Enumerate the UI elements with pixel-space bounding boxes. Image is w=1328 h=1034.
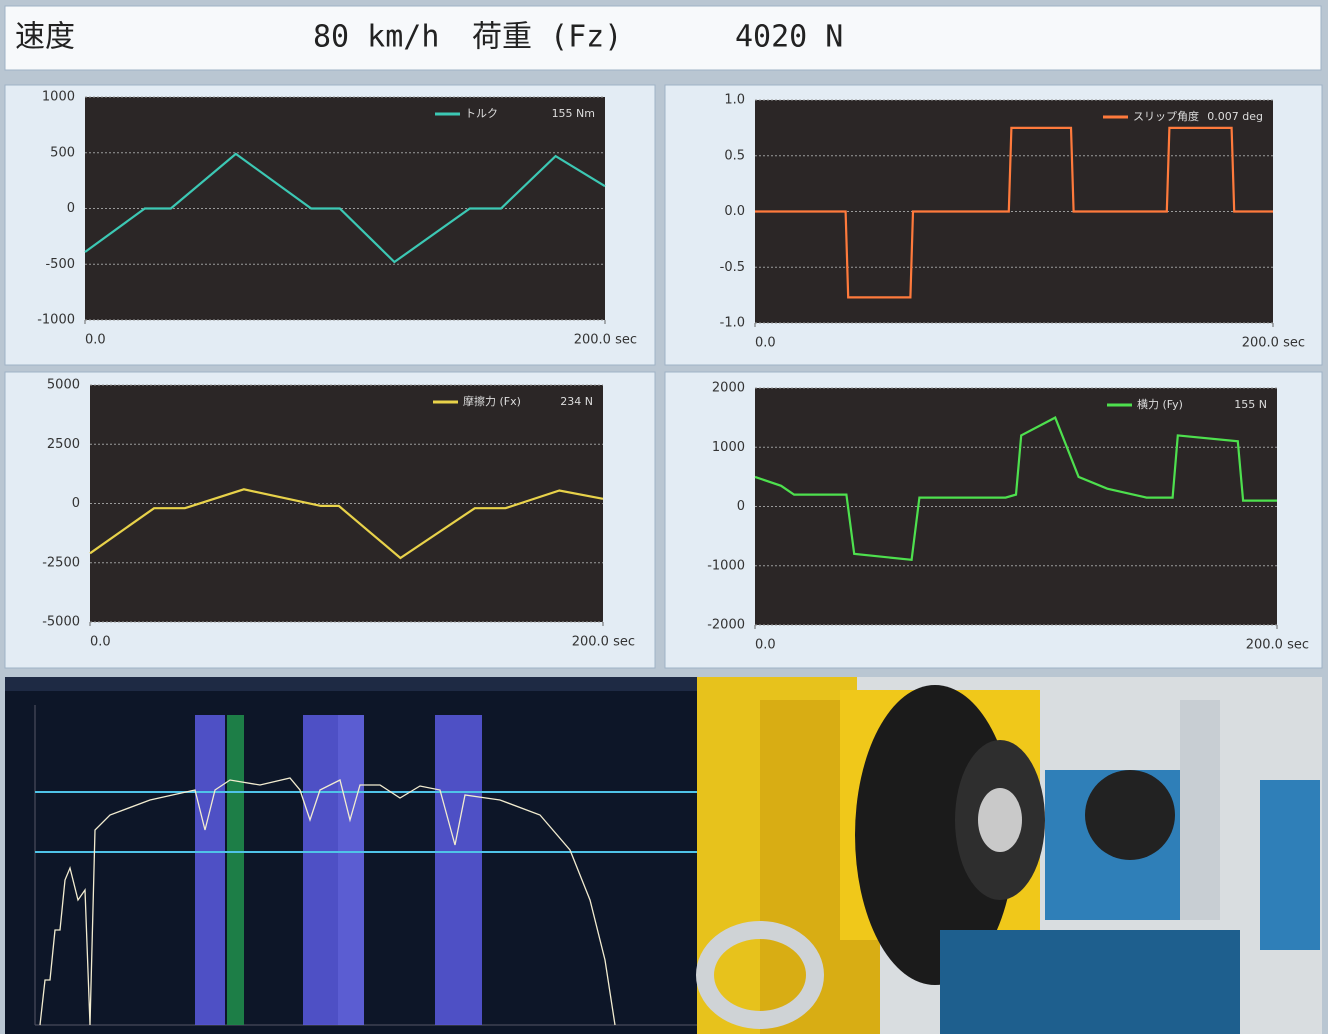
x-tick-label: 0.0	[85, 333, 106, 348]
y-tick-label: 0	[67, 201, 75, 216]
y-tick-label: 0.5	[724, 148, 745, 163]
legend-label: 横力 (Fy)	[1137, 397, 1183, 411]
legend-label: スリップ角度	[1133, 109, 1199, 123]
y-tick-label: -0.5	[720, 260, 745, 275]
series-line	[84, 152, 606, 264]
y-tick-label: -5000	[42, 615, 80, 630]
y-tick-label: 1.0	[724, 93, 745, 108]
y-tick-label: 0	[737, 499, 745, 514]
speed-label: 速度	[15, 20, 75, 55]
y-tick-label: 0	[72, 496, 80, 511]
legend-readout: 0.007 deg	[1207, 110, 1263, 123]
y-tick-label: 1000	[712, 440, 745, 455]
load-value: 4020 N	[735, 20, 843, 55]
header-bar	[4, 5, 1322, 71]
legend-label: 摩擦力 (Fx)	[463, 394, 521, 408]
y-tick-label: -500	[45, 257, 75, 272]
y-tick-label: -2000	[707, 618, 745, 633]
y-tick-label: 2500	[47, 437, 80, 452]
legend-readout: 155 Nm	[552, 107, 595, 120]
y-tick-label: -1000	[37, 313, 75, 328]
series-line	[754, 416, 1277, 562]
y-tick-label: -2500	[42, 555, 80, 570]
speed-value: 80 km/h	[313, 20, 439, 55]
x-tick-label: 0.0	[90, 635, 111, 650]
y-tick-label: 1000	[42, 90, 75, 105]
x-tick-label: 0.0	[755, 638, 776, 653]
x-tick-label: 200.0 sec	[574, 333, 637, 348]
y-tick-label: 5000	[47, 378, 80, 393]
legend-readout: 234 N	[560, 395, 593, 408]
legend-readout: 155 N	[1234, 398, 1267, 411]
x-tick-label: 0.0	[755, 336, 776, 351]
y-tick-label: -1000	[707, 558, 745, 573]
x-tick-label: 200.0 sec	[572, 635, 635, 650]
x-tick-label: 200.0 sec	[1246, 638, 1309, 653]
legend-label: トルク	[465, 107, 498, 120]
y-tick-label: 500	[50, 145, 75, 160]
series-line	[755, 126, 1273, 299]
y-tick-label: 0.0	[724, 204, 745, 219]
y-tick-label: 2000	[712, 381, 745, 396]
load-label: 荷重 (Fz)	[472, 20, 622, 55]
analyzer-display	[5, 677, 697, 1034]
test-rig-photo	[696, 677, 1322, 1034]
y-tick-label: -1.0	[720, 316, 745, 331]
x-tick-label: 200.0 sec	[1242, 336, 1305, 351]
series-line	[89, 488, 604, 560]
